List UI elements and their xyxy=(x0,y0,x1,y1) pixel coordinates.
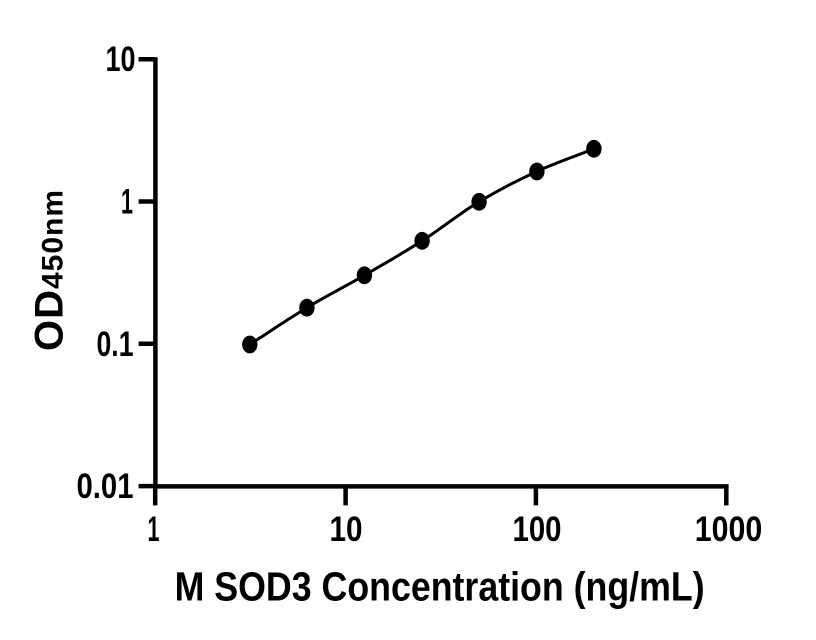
svg-text:10: 10 xyxy=(106,40,136,79)
svg-text:10: 10 xyxy=(330,510,363,549)
svg-text:M SOD3 Concentration (ng/mL): M SOD3 Concentration (ng/mL) xyxy=(175,563,705,609)
svg-text:OD450nm: OD450nm xyxy=(28,189,72,351)
svg-text:1: 1 xyxy=(148,510,160,549)
svg-text:1: 1 xyxy=(121,183,133,222)
svg-text:1000: 1000 xyxy=(695,510,763,549)
svg-text:0.1: 0.1 xyxy=(97,325,134,364)
svg-text:100: 100 xyxy=(513,510,562,549)
svg-text:0.01: 0.01 xyxy=(77,467,134,506)
